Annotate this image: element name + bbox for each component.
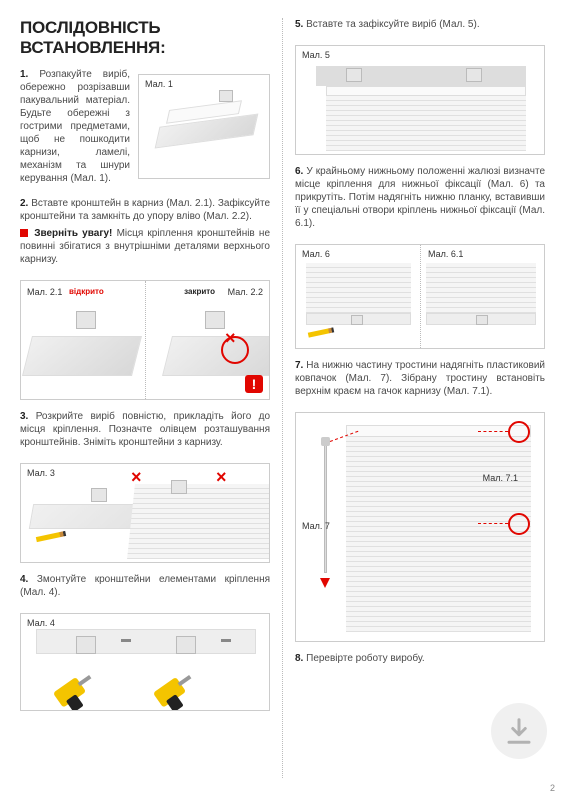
fig7-blinds: [346, 437, 531, 632]
fig7-callout-2: [508, 513, 530, 535]
step-7-text: 7. На нижню частину тростини надягніть п…: [295, 359, 545, 398]
fig4-drill-2: [146, 660, 196, 708]
fig5-blinds: [326, 91, 526, 151]
fig5-label: Мал. 5: [302, 50, 330, 60]
fig3-blinds: [127, 484, 270, 559]
step-3: 3. Розкрийте виріб повністю, прикладіть …: [20, 410, 270, 449]
step-6: 6. У крайньому нижньому положенні жалюзі…: [295, 165, 545, 230]
page-number: 2: [550, 783, 555, 793]
figure-4: Мал. 4: [20, 613, 270, 711]
step-2-body: Вставте кронштейн в карниз (Мал. 2.1). З…: [20, 198, 270, 222]
fig2-x-icon: ×: [225, 329, 243, 347]
fig6-clip-r: [476, 315, 488, 325]
fig4-screw-2: [221, 639, 231, 642]
step-5-num: 5.: [295, 19, 303, 30]
step-4: 4. Змонтуйте кронштейни елементами кріпл…: [20, 573, 270, 599]
step-1-body: Розпакуйте виріб, обережно розрізавши па…: [20, 69, 130, 184]
fig21-label: Мал. 2.1: [27, 287, 62, 297]
figure-3: Мал. 3 × ×: [20, 463, 270, 563]
alert-icon: !: [245, 375, 263, 393]
fig4-label: Мал. 4: [27, 618, 55, 628]
figure-2: Мал. 2.1 Мал. 2.2 відкрито закрито × !: [20, 280, 270, 400]
step-4-text: 4. Змонтуйте кронштейни елементами кріпл…: [20, 573, 270, 599]
fig7-wand-top: [321, 437, 330, 446]
step-1-num: 1.: [20, 69, 28, 80]
fig3-bracket-2: [171, 480, 187, 494]
step-2-text: 2. Вставте кронштейн в карниз (Мал. 2.1)…: [20, 197, 270, 223]
figure-1: Мал. 1: [138, 74, 270, 179]
fig5-bracket-1: [346, 68, 362, 82]
fig2-rail-right: [162, 336, 270, 376]
fig22-label: Мал. 2.2: [228, 287, 263, 297]
fig3-x2-icon: ×: [216, 468, 234, 486]
right-column: 5. Вставте та зафіксуйте виріб (Мал. 5).…: [283, 18, 545, 778]
step-6-num: 6.: [295, 166, 303, 177]
fig3-x1-icon: ×: [131, 468, 149, 486]
fig3-bracket-1: [91, 488, 107, 502]
step-7-body: На нижню частину тростини надягніть плас…: [295, 360, 545, 397]
fig1-bracket: [219, 90, 233, 102]
fig7-leader-2: [478, 431, 508, 432]
fig6-divider: [420, 245, 421, 348]
step-1-text: 1. Розпакуйте виріб, обережно розрізавши…: [20, 68, 130, 189]
step-5-body: Вставте та зафіксуйте виріб (Мал. 5).: [306, 19, 479, 30]
step-8-body: Перевірте роботу виробу.: [306, 653, 425, 664]
warning-label: Зверніть увагу!: [34, 228, 112, 239]
left-column: ПОСЛІДОВНІСТЬ ВСТАНОВЛЕННЯ: 1. Розпакуйт…: [20, 18, 282, 778]
step-8: 8. Перевірте роботу виробу.: [295, 652, 545, 665]
fig61-label: Мал. 6.1: [428, 249, 463, 259]
fig1-label: Мал. 1: [145, 79, 173, 89]
fig4-bracket-1: [76, 636, 96, 654]
fig6-pencil-icon: [308, 327, 334, 337]
step-2: 2. Вставте кронштейн в карниз (Мал. 2.1)…: [20, 197, 270, 266]
page-columns: ПОСЛІДОВНІСТЬ ВСТАНОВЛЕННЯ: 1. Розпакуйт…: [20, 18, 545, 778]
fig2-bracket-left: [76, 311, 96, 329]
step-1: 1. Розпакуйте виріб, обережно розрізавши…: [20, 68, 270, 189]
step-3-num: 3.: [20, 411, 28, 422]
step-7-num: 7.: [295, 360, 303, 371]
watermark-download-icon: [491, 703, 547, 759]
figure-6: Мал. 6 Мал. 6.1: [295, 244, 545, 349]
fig71-label: Мал. 7.1: [483, 473, 518, 483]
fig4-drill-1: [46, 660, 96, 708]
fig5-bracket-2: [466, 68, 482, 82]
figure-5: Мал. 5: [295, 45, 545, 155]
warning-icon: [20, 229, 28, 237]
step-2-warning: Зверніть увагу! Місця кріплення кронштей…: [20, 227, 270, 266]
open-label: відкрито: [69, 287, 104, 296]
step-3-text: 3. Розкрийте виріб повністю, прикладіть …: [20, 410, 270, 449]
fig7-label: Мал. 7: [302, 521, 330, 531]
step-7: 7. На нижню частину тростини надягніть п…: [295, 359, 545, 398]
step-2-num: 2.: [20, 198, 28, 209]
fig2-divider: [145, 281, 146, 399]
page-title: ПОСЛІДОВНІСТЬ ВСТАНОВЛЕННЯ:: [20, 18, 270, 58]
fig7-leader-3: [478, 523, 508, 524]
step-5: 5. Вставте та зафіксуйте виріб (Мал. 5).: [295, 18, 545, 31]
fig7-wand: [324, 443, 327, 573]
fig4-bracket-2: [176, 636, 196, 654]
step-6-text: 6. У крайньому нижньому положенні жалюзі…: [295, 165, 545, 230]
fig3-pencil-icon: [36, 531, 66, 542]
step-4-body: Змонтуйте кронштейни елементами кріпленн…: [20, 574, 270, 598]
figure-7: Мал. 7 Мал. 7.1: [295, 412, 545, 642]
closed-label: закрито: [184, 287, 215, 296]
fig6-blinds-l: [306, 263, 411, 313]
fig2-rail-left: [22, 336, 142, 376]
fig7-wand-cap-icon: [320, 578, 330, 588]
step-3-body: Розкрийте виріб повністю, прикладіть йог…: [20, 411, 270, 448]
fig5-headrail: [326, 86, 526, 96]
step-8-text: 8. Перевірте роботу виробу.: [295, 652, 545, 665]
step-6-body: У крайньому нижньому положенні жалюзі ви…: [295, 166, 545, 229]
fig2-bracket-right: [205, 311, 225, 329]
fig6-label: Мал. 6: [302, 249, 330, 259]
fig6-clip-l: [351, 315, 363, 325]
fig4-screw-1: [121, 639, 131, 642]
fig3-label: Мал. 3: [27, 468, 55, 478]
step-5-text: 5. Вставте та зафіксуйте виріб (Мал. 5).: [295, 18, 545, 31]
fig7-callout-1: [508, 421, 530, 443]
step-8-num: 8.: [295, 653, 303, 664]
step-4-num: 4.: [20, 574, 28, 585]
fig6-blinds-r: [426, 263, 536, 313]
